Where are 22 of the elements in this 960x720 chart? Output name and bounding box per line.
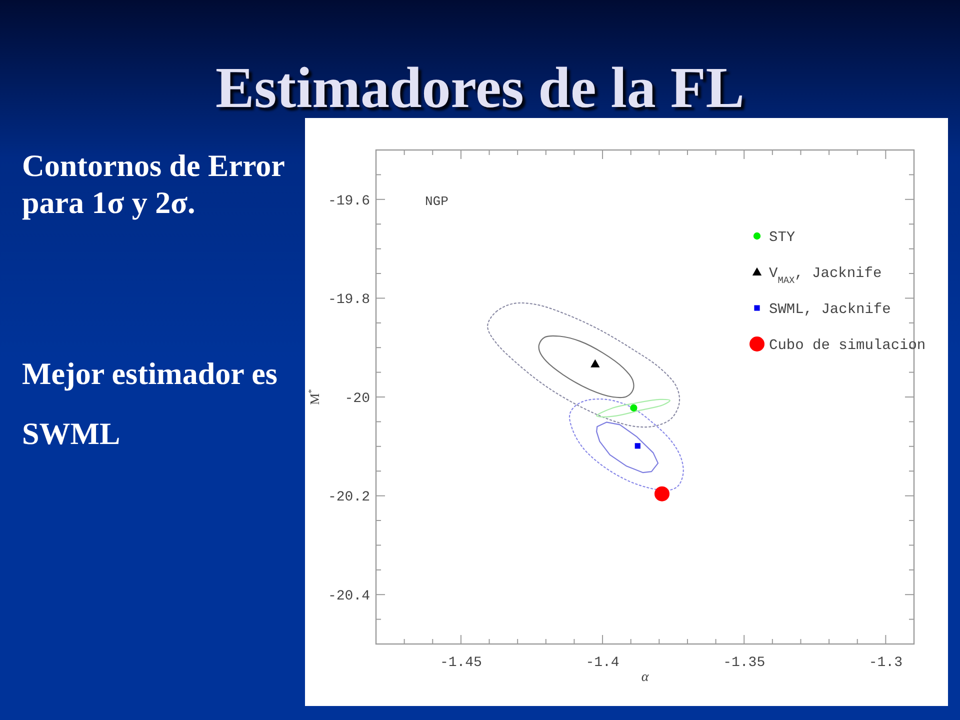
x-tick-label: -1.45 — [440, 655, 482, 671]
y-tick-label: -20.2 — [328, 490, 370, 506]
legend-label: SWML, Jacknife — [769, 302, 891, 318]
y-tick-label: -20 — [344, 390, 370, 407]
x-tick-label: -1.4 — [586, 655, 620, 671]
x-axis-title: α — [641, 670, 650, 685]
point — [634, 443, 640, 449]
y-tick-label: -20.4 — [328, 588, 370, 604]
y-tick-label: -19.6 — [328, 193, 370, 210]
point — [590, 359, 600, 368]
point — [630, 404, 638, 412]
x-tick-label: -1.3 — [868, 655, 902, 671]
annotation: NGP — [425, 194, 449, 209]
text: Mejor estimador es SWML — [22, 355, 278, 453]
y-tick-label: -19.8 — [328, 292, 370, 308]
x-tick-label: -1.35 — [723, 655, 766, 671]
chart-title: Estimadores de la FL — [216, 55, 744, 120]
legend-label: Cubo de simulacion — [769, 338, 926, 354]
legend-label: STY — [769, 230, 796, 246]
point — [654, 486, 670, 502]
legend-label: V$_{MAX}$, Jacknife — [769, 266, 882, 286]
text: Contornos de Error para 1σ y 2σ. — [22, 147, 286, 221]
